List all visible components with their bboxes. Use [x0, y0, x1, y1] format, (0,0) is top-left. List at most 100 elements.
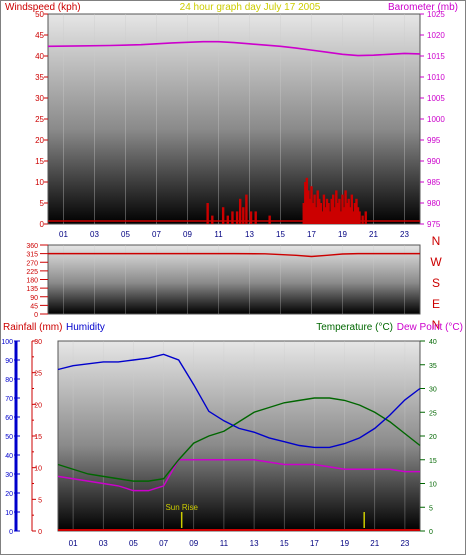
temperature-tick-label: 25	[429, 410, 437, 417]
windspeed-bar	[211, 215, 214, 224]
windspeed-bar	[347, 198, 350, 224]
windspeed-bar	[268, 215, 271, 224]
humidity-tick-label: 100	[1, 339, 13, 346]
windspeed-bar	[324, 207, 327, 224]
windspeed-tick-label: 10	[35, 178, 44, 187]
windspeed-bar	[342, 207, 346, 224]
barometer-tick-label: 975	[427, 220, 441, 229]
x-tick-label: 17	[310, 539, 319, 548]
barometer-tick-label: 1025	[427, 10, 445, 19]
dew-point-label: Dew Point (°C)	[397, 322, 463, 333]
rainfall-tick-label: 25	[34, 371, 42, 378]
humidity-tick-label: 70	[5, 396, 13, 403]
barometer-tick-label: 980	[427, 199, 441, 208]
windspeed-tick-label: 20	[35, 136, 44, 145]
compass-label: N	[432, 318, 441, 332]
windspeed-tick-label: 5	[40, 199, 45, 208]
temperature-tick-label: 10	[429, 482, 437, 489]
wind-direction-tick-label: 135	[26, 286, 38, 293]
windspeed-bar	[305, 177, 309, 224]
rainfall-tick-label: 30	[34, 339, 42, 346]
windspeed-tick-label: 0	[40, 220, 45, 229]
windspeed-bar	[245, 194, 248, 224]
windspeed-bar	[302, 203, 305, 224]
windspeed-bar	[231, 211, 234, 224]
windspeed-bar	[311, 203, 315, 224]
windspeed-bar	[226, 215, 229, 224]
windspeed-bar	[333, 207, 336, 224]
windspeed-tick-label: 15	[35, 157, 44, 166]
wind-direction-line	[48, 252, 420, 258]
x-tick-label: 21	[369, 230, 378, 239]
x-tick-label: 05	[129, 539, 138, 548]
temperature-tick-label: 30	[429, 387, 437, 394]
temperature-tick-label: 40	[429, 339, 437, 346]
compass-label: W	[430, 255, 442, 269]
windspeed-bar	[361, 215, 364, 224]
wind-direction-tick-label: 270	[26, 260, 38, 267]
windspeed-tick-label: 25	[35, 115, 44, 124]
humidity-tick-label: 60	[5, 415, 13, 422]
windspeed-bar	[314, 207, 318, 224]
barometer-label: Barometer (mb)	[388, 2, 458, 13]
wind-direction-tick-label: 225	[26, 269, 38, 276]
humidity-tick-label: 10	[5, 510, 13, 517]
humidity-tick-label: 50	[5, 434, 13, 441]
x-tick-label: 17	[307, 230, 316, 239]
x-tick-label: 11	[220, 539, 229, 548]
windspeed-bar	[319, 203, 322, 224]
x-tick-label: 23	[400, 230, 409, 239]
x-tick-label: 15	[280, 539, 289, 548]
windspeed-bar	[364, 211, 367, 224]
x-tick-label: 03	[99, 539, 108, 548]
rainfall-tick-label: 10	[34, 466, 42, 473]
barometer-tick-label: 1010	[427, 73, 445, 82]
barometer-axis: 975 980 985 990 995 1000 1005 1010 1015 1020 1025	[420, 10, 445, 229]
wind-direction-tick-label: 90	[30, 295, 38, 302]
x-tick-label: 13	[245, 230, 254, 239]
wind-direction-tick-label: 315	[26, 252, 38, 259]
sun-rise-label: Sun Rise	[165, 503, 198, 512]
humidity-tick-label: 30	[5, 472, 13, 479]
rain-humidity-temp-panel: Rainfall (mm) Humidity Temperature (°C) …	[1, 322, 463, 548]
windspeed-bar	[242, 207, 245, 224]
rain-humidity-temp-plot-area	[57, 340, 421, 532]
rain-humidity-temp-gridlines	[72, 341, 406, 531]
wind-direction-tick-label: 45	[30, 303, 38, 310]
wind-direction-gridlines	[63, 245, 405, 314]
wind-direction-plot-area	[47, 244, 421, 315]
humidity-tick-label: 80	[5, 377, 13, 384]
compass-label: E	[432, 297, 440, 311]
windspeed-tick-label: 50	[35, 10, 44, 19]
x-tick-label: 01	[59, 230, 68, 239]
windspeed-bar	[345, 203, 349, 224]
x-tick-label: 09	[189, 539, 198, 548]
barometer-tick-label: 995	[427, 136, 441, 145]
humidity-tick-label: 40	[5, 453, 13, 460]
barometer-line	[47, 40, 421, 57]
x-tick-label: 23	[400, 539, 409, 548]
temperature-label: Temperature (°C)	[316, 322, 393, 333]
windspeed-bar	[249, 211, 253, 224]
sun-annotations: Sun Rise	[165, 503, 365, 528]
windspeed-bar	[336, 203, 340, 224]
windspeed-bar	[325, 198, 329, 224]
compass-label: S	[432, 276, 440, 290]
windspeed-tick-label: 45	[35, 31, 44, 40]
windspeed-bar	[350, 194, 353, 224]
x-tick-label: 07	[159, 539, 168, 548]
windspeed-bar	[358, 211, 361, 224]
x-tick-label: 01	[69, 539, 78, 548]
temperature-tick-label: 5	[429, 505, 433, 512]
windspeed-bar	[321, 211, 324, 224]
windspeed-bar	[327, 203, 330, 224]
windspeed-label: Windspeed (kph)	[5, 2, 81, 13]
x-tick-label: 19	[340, 539, 349, 548]
barometer-tick-label: 1015	[427, 52, 445, 61]
x-tick-label: 13	[250, 539, 259, 548]
windspeed-bar	[221, 207, 225, 224]
